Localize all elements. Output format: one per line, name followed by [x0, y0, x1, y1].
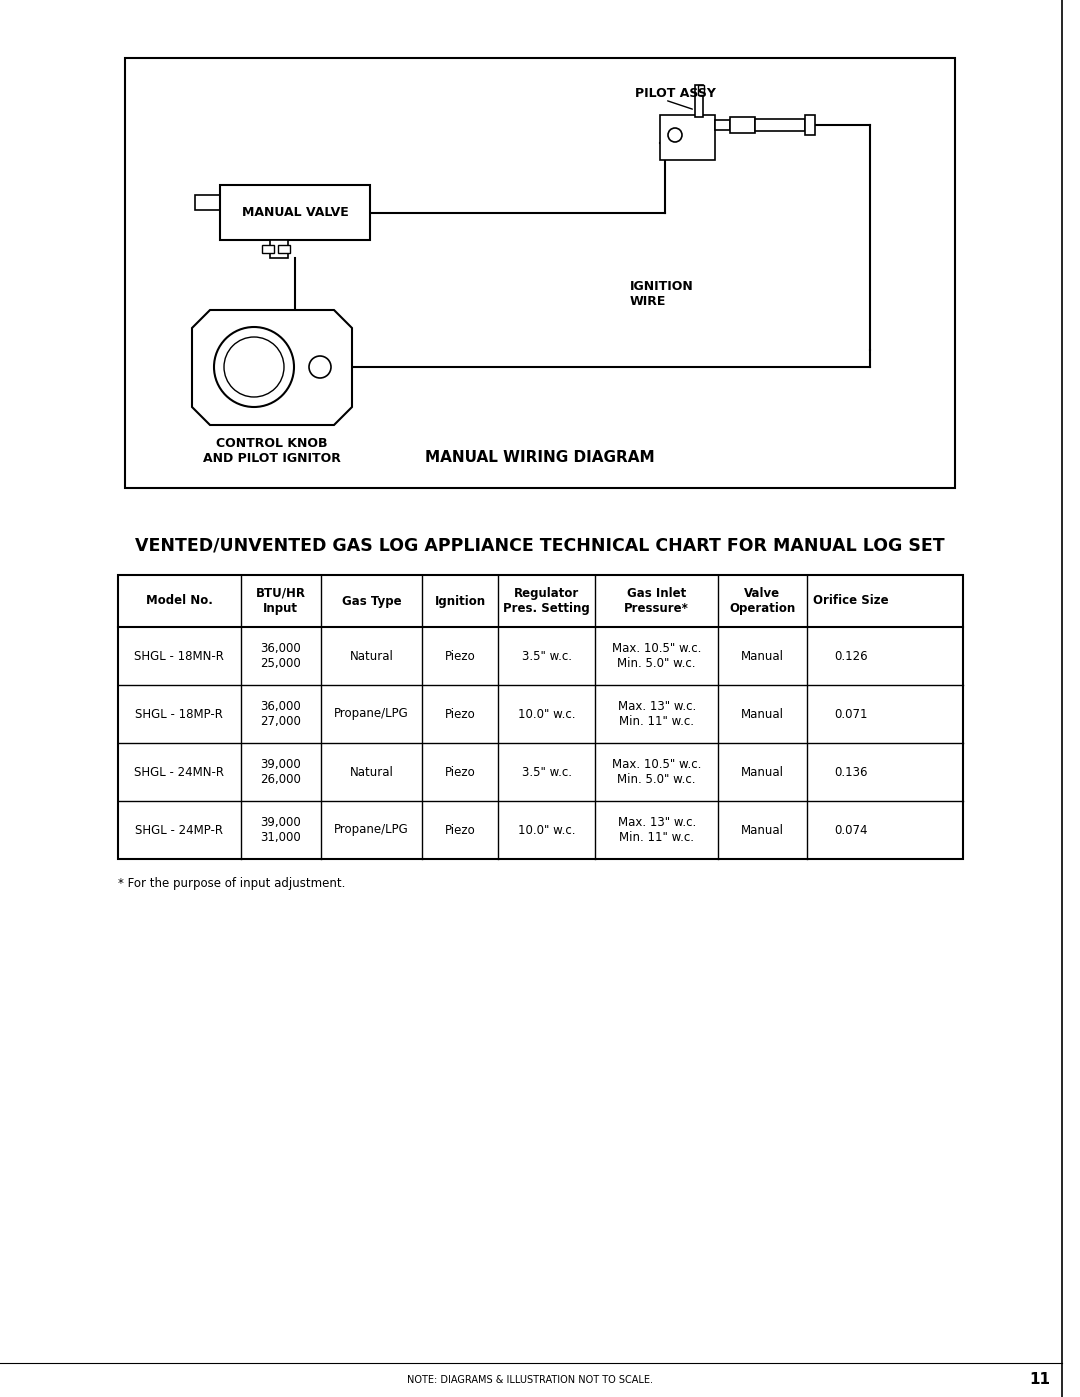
Bar — [698, 85, 704, 95]
Text: 11: 11 — [1029, 1372, 1051, 1387]
Bar — [278, 244, 291, 253]
Text: Valve
Operation: Valve Operation — [729, 587, 796, 615]
Text: Natural: Natural — [350, 650, 393, 662]
Text: Max. 10.5" w.c.
Min. 5.0" w.c.: Max. 10.5" w.c. Min. 5.0" w.c. — [612, 643, 701, 671]
Text: 3.5" w.c.: 3.5" w.c. — [522, 650, 571, 662]
Bar — [125, 59, 955, 488]
Text: Propane/LPG: Propane/LPG — [334, 823, 409, 837]
Text: 36,000
25,000: 36,000 25,000 — [260, 643, 301, 671]
Text: Max. 13" w.c.
Min. 11" w.c.: Max. 13" w.c. Min. 11" w.c. — [618, 700, 696, 728]
Bar — [696, 85, 703, 117]
Text: PILOT ASSY: PILOT ASSY — [635, 87, 716, 101]
Bar — [220, 184, 370, 240]
Text: Manual: Manual — [741, 823, 784, 837]
Text: SHGL - 24MP-R: SHGL - 24MP-R — [135, 823, 224, 837]
Text: SHGL - 18MP-R: SHGL - 18MP-R — [135, 707, 224, 721]
Bar — [270, 240, 288, 258]
Text: Orifice Size: Orifice Size — [813, 595, 889, 608]
Text: Piezo: Piezo — [445, 707, 475, 721]
Text: 10.0" w.c.: 10.0" w.c. — [518, 823, 576, 837]
Text: Model No.: Model No. — [146, 595, 213, 608]
Bar — [730, 117, 755, 133]
Text: VENTED/UNVENTED GAS LOG APPLIANCE TECHNICAL CHART FOR MANUAL LOG SET: VENTED/UNVENTED GAS LOG APPLIANCE TECHNI… — [135, 536, 945, 555]
Text: SHGL - 24MN-R: SHGL - 24MN-R — [134, 766, 225, 778]
Text: 10.0" w.c.: 10.0" w.c. — [518, 707, 576, 721]
Bar — [660, 115, 715, 161]
Text: 3.5" w.c.: 3.5" w.c. — [522, 766, 571, 778]
Text: Manual: Manual — [741, 650, 784, 662]
Text: BTU/HR
Input: BTU/HR Input — [256, 587, 306, 615]
Text: IGNITION
WIRE: IGNITION WIRE — [630, 279, 693, 307]
Text: Max. 13" w.c.
Min. 11" w.c.: Max. 13" w.c. Min. 11" w.c. — [618, 816, 696, 844]
Text: Regulator
Pres. Setting: Regulator Pres. Setting — [503, 587, 590, 615]
Text: 36,000
27,000: 36,000 27,000 — [260, 700, 301, 728]
Text: 0.126: 0.126 — [834, 650, 868, 662]
Text: Gas Type: Gas Type — [341, 595, 402, 608]
Text: Natural: Natural — [350, 766, 393, 778]
Text: Manual: Manual — [741, 766, 784, 778]
Text: CONTROL KNOB
AND PILOT IGNITOR: CONTROL KNOB AND PILOT IGNITOR — [203, 437, 341, 465]
Polygon shape — [192, 310, 352, 425]
Text: Piezo: Piezo — [445, 650, 475, 662]
Bar — [262, 244, 274, 253]
Circle shape — [669, 129, 681, 142]
Text: 39,000
31,000: 39,000 31,000 — [260, 816, 301, 844]
Text: MANUAL WIRING DIAGRAM: MANUAL WIRING DIAGRAM — [426, 450, 654, 465]
Text: 0.074: 0.074 — [834, 823, 868, 837]
Text: SHGL - 18MN-R: SHGL - 18MN-R — [134, 650, 225, 662]
Bar — [715, 120, 730, 130]
Text: Gas Inlet
Pressure*: Gas Inlet Pressure* — [624, 587, 689, 615]
Circle shape — [214, 327, 294, 407]
Text: 0.136: 0.136 — [834, 766, 868, 778]
Circle shape — [309, 356, 330, 379]
Bar — [118, 576, 963, 859]
Text: Piezo: Piezo — [445, 823, 475, 837]
Bar — [755, 119, 805, 131]
Text: Propane/LPG: Propane/LPG — [334, 707, 409, 721]
Text: NOTE: DIAGRAMS & ILLUSTRATION NOT TO SCALE.: NOTE: DIAGRAMS & ILLUSTRATION NOT TO SCA… — [407, 1375, 653, 1384]
Text: 0.071: 0.071 — [834, 707, 868, 721]
Text: Max. 10.5" w.c.
Min. 5.0" w.c.: Max. 10.5" w.c. Min. 5.0" w.c. — [612, 759, 701, 787]
Text: Piezo: Piezo — [445, 766, 475, 778]
Text: 39,000
26,000: 39,000 26,000 — [260, 759, 301, 787]
Bar — [195, 196, 220, 210]
Text: Ignition: Ignition — [434, 595, 486, 608]
Text: MANUAL VALVE: MANUAL VALVE — [242, 205, 349, 219]
Text: * For the purpose of input adjustment.: * For the purpose of input adjustment. — [118, 877, 346, 890]
Circle shape — [224, 337, 284, 397]
Bar — [805, 115, 815, 136]
Text: Manual: Manual — [741, 707, 784, 721]
